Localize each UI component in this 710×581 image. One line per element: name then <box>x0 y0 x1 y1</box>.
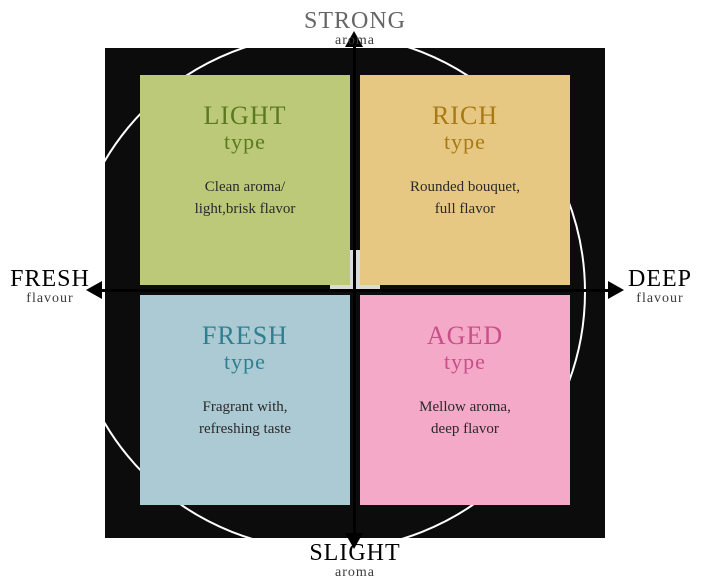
quadrant-subtitle: type <box>140 129 350 155</box>
quadrant-subtitle: type <box>360 129 570 155</box>
quadrant-desc-line: refreshing taste <box>140 419 350 441</box>
axis-label-major: STRONG <box>285 8 425 35</box>
quadrant-desc-line: Mellow aroma, <box>360 397 570 419</box>
quadrant-rich: RICH type Rounded bouquet, full flavor <box>360 75 570 285</box>
quadrant-desc-line: Clean aroma/ <box>140 177 350 199</box>
axis-label-right: DEEP flavour <box>610 266 710 307</box>
axis-label-bottom: SLIGHT aroma <box>285 540 425 581</box>
axis-label-minor: flavour <box>0 291 100 307</box>
quadrant-subtitle: type <box>140 349 350 375</box>
axis-label-major: SLIGHT <box>285 540 425 567</box>
quadrant-desc-line: Fragrant with, <box>140 397 350 419</box>
quadrant-subtitle: type <box>360 349 570 375</box>
axis-label-left: FRESH flavour <box>0 266 100 307</box>
quadrant-title: FRESH <box>140 323 350 349</box>
quadrant-desc-line: full flavor <box>360 199 570 221</box>
quadrant-desc-line: Rounded bouquet, <box>360 177 570 199</box>
quadrant-title: LIGHT <box>140 103 350 129</box>
quadrant-aged: AGED type Mellow aroma, deep flavor <box>360 295 570 505</box>
quadrant-title: AGED <box>360 323 570 349</box>
quadrant-light: LIGHT type Clean aroma/ light,brisk flav… <box>140 75 350 285</box>
axis-label-major: DEEP <box>610 266 710 293</box>
axis-label-minor: flavour <box>610 291 710 307</box>
axis-label-minor: aroma <box>285 565 425 581</box>
quadrant-fresh: FRESH type Fragrant with, refreshing tas… <box>140 295 350 505</box>
axis-vertical <box>353 45 356 535</box>
quadrant-diagram: LIGHT type Clean aroma/ light,brisk flav… <box>0 0 710 573</box>
axis-label-major: FRESH <box>0 266 100 293</box>
quadrant-title: RICH <box>360 103 570 129</box>
axis-label-top: STRONG aroma <box>285 8 425 49</box>
quadrant-desc-line: deep flavor <box>360 419 570 441</box>
axis-label-minor: aroma <box>285 33 425 49</box>
quadrant-desc-line: light,brisk flavor <box>140 199 350 221</box>
